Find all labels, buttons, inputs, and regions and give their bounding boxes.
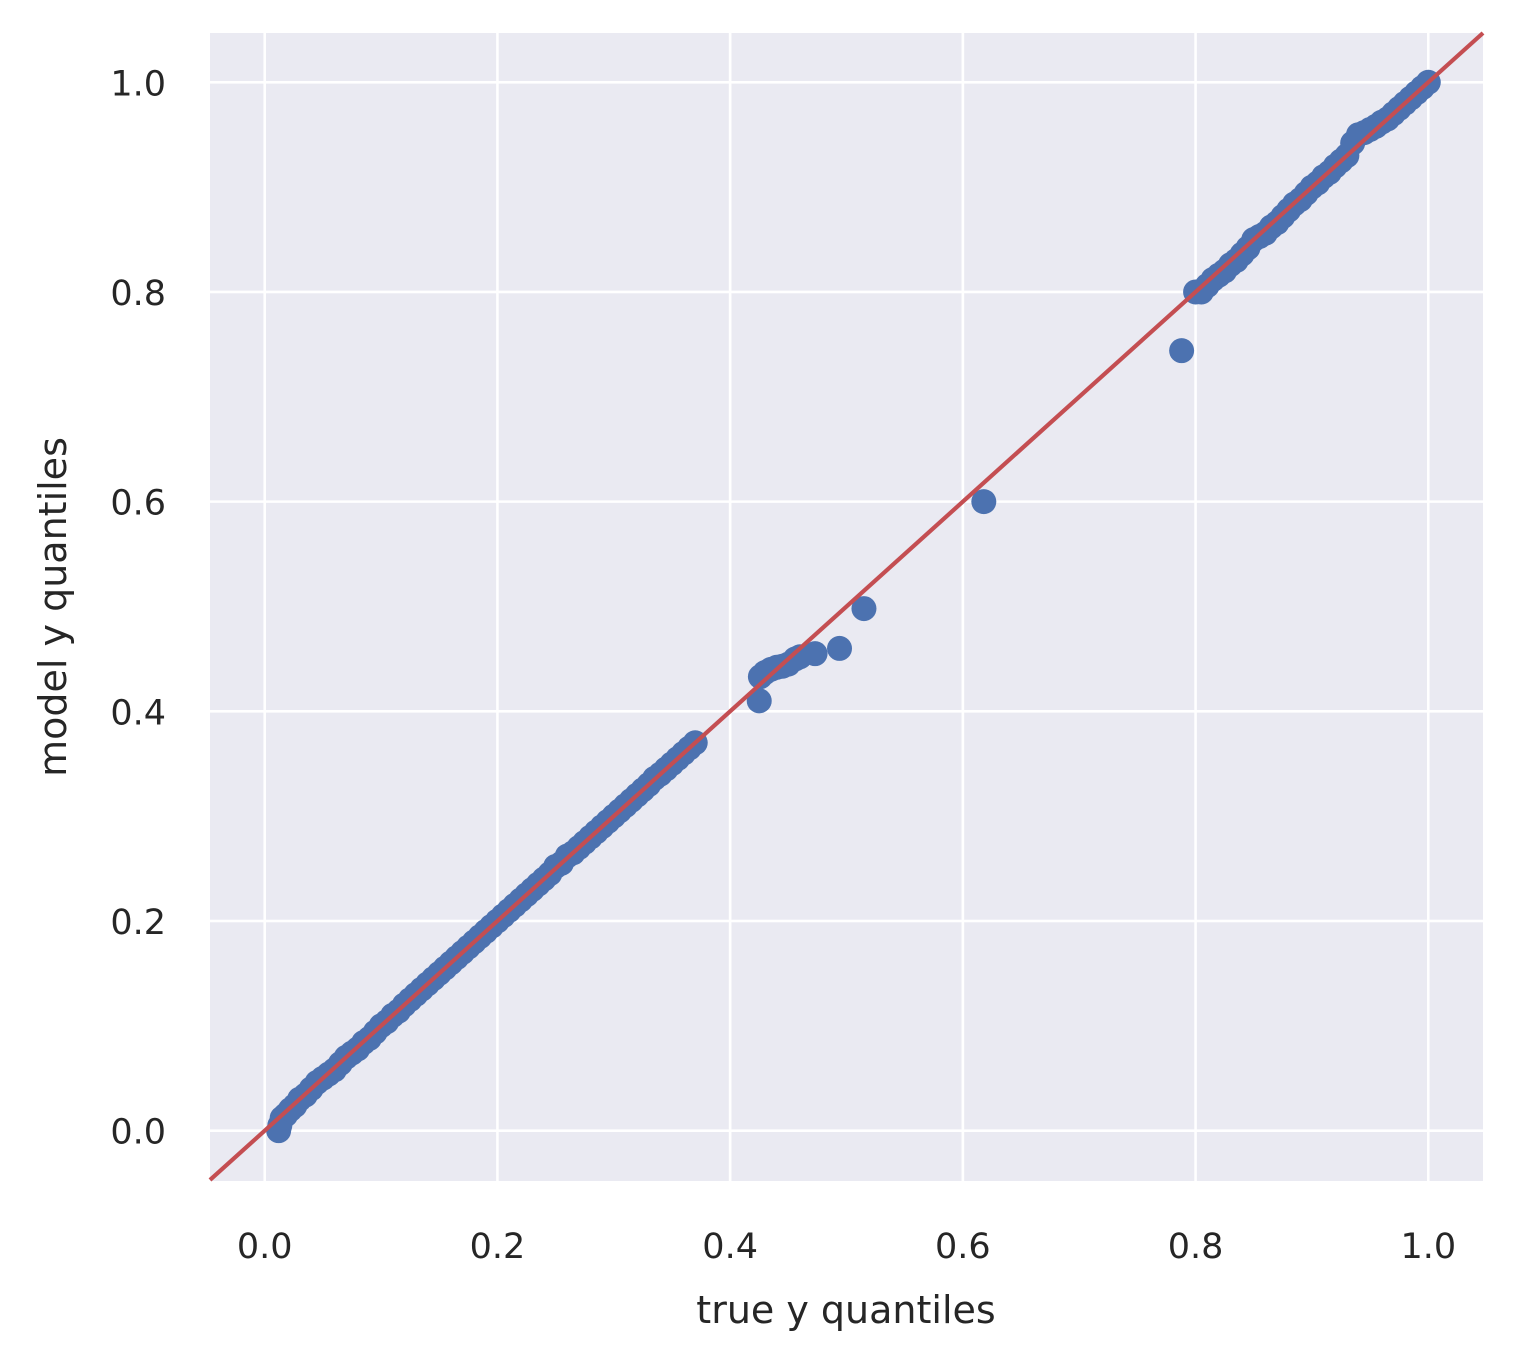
y-axis-label: model y quantiles (31, 437, 75, 777)
x-axis-label: true y quantiles (696, 1288, 995, 1332)
x-tick-label: 0.4 (702, 1227, 758, 1267)
data-point (746, 688, 772, 714)
y-tick-label: 0.6 (110, 484, 166, 524)
data-point (971, 489, 997, 515)
data-point (851, 596, 877, 622)
data-point (1169, 338, 1195, 364)
x-tick-label: 0.6 (935, 1227, 991, 1267)
reference-line (208, 31, 1485, 1182)
y-tick-label: 0.0 (110, 1113, 166, 1153)
y-tick-label: 1.0 (110, 64, 166, 104)
x-tick-label: 0.2 (470, 1227, 526, 1267)
data-point (802, 641, 828, 667)
y-tick-label: 0.2 (110, 903, 166, 943)
x-tick-label: 0.0 (237, 1227, 293, 1267)
x-tick-label: 1.0 (1400, 1227, 1456, 1267)
x-tick-label: 0.8 (1168, 1227, 1224, 1267)
tick-labels: 0.0 0.2 0.4 0.6 0.8 1.0 0.0 0.2 0.4 0.6 0.8 1.0 (110, 64, 1456, 1267)
grid (210, 33, 1483, 1181)
y-tick-label: 0.4 (110, 693, 166, 733)
data-point (827, 635, 853, 661)
y-tick-label: 0.8 (110, 274, 166, 314)
reference-line-group (208, 31, 1485, 1182)
